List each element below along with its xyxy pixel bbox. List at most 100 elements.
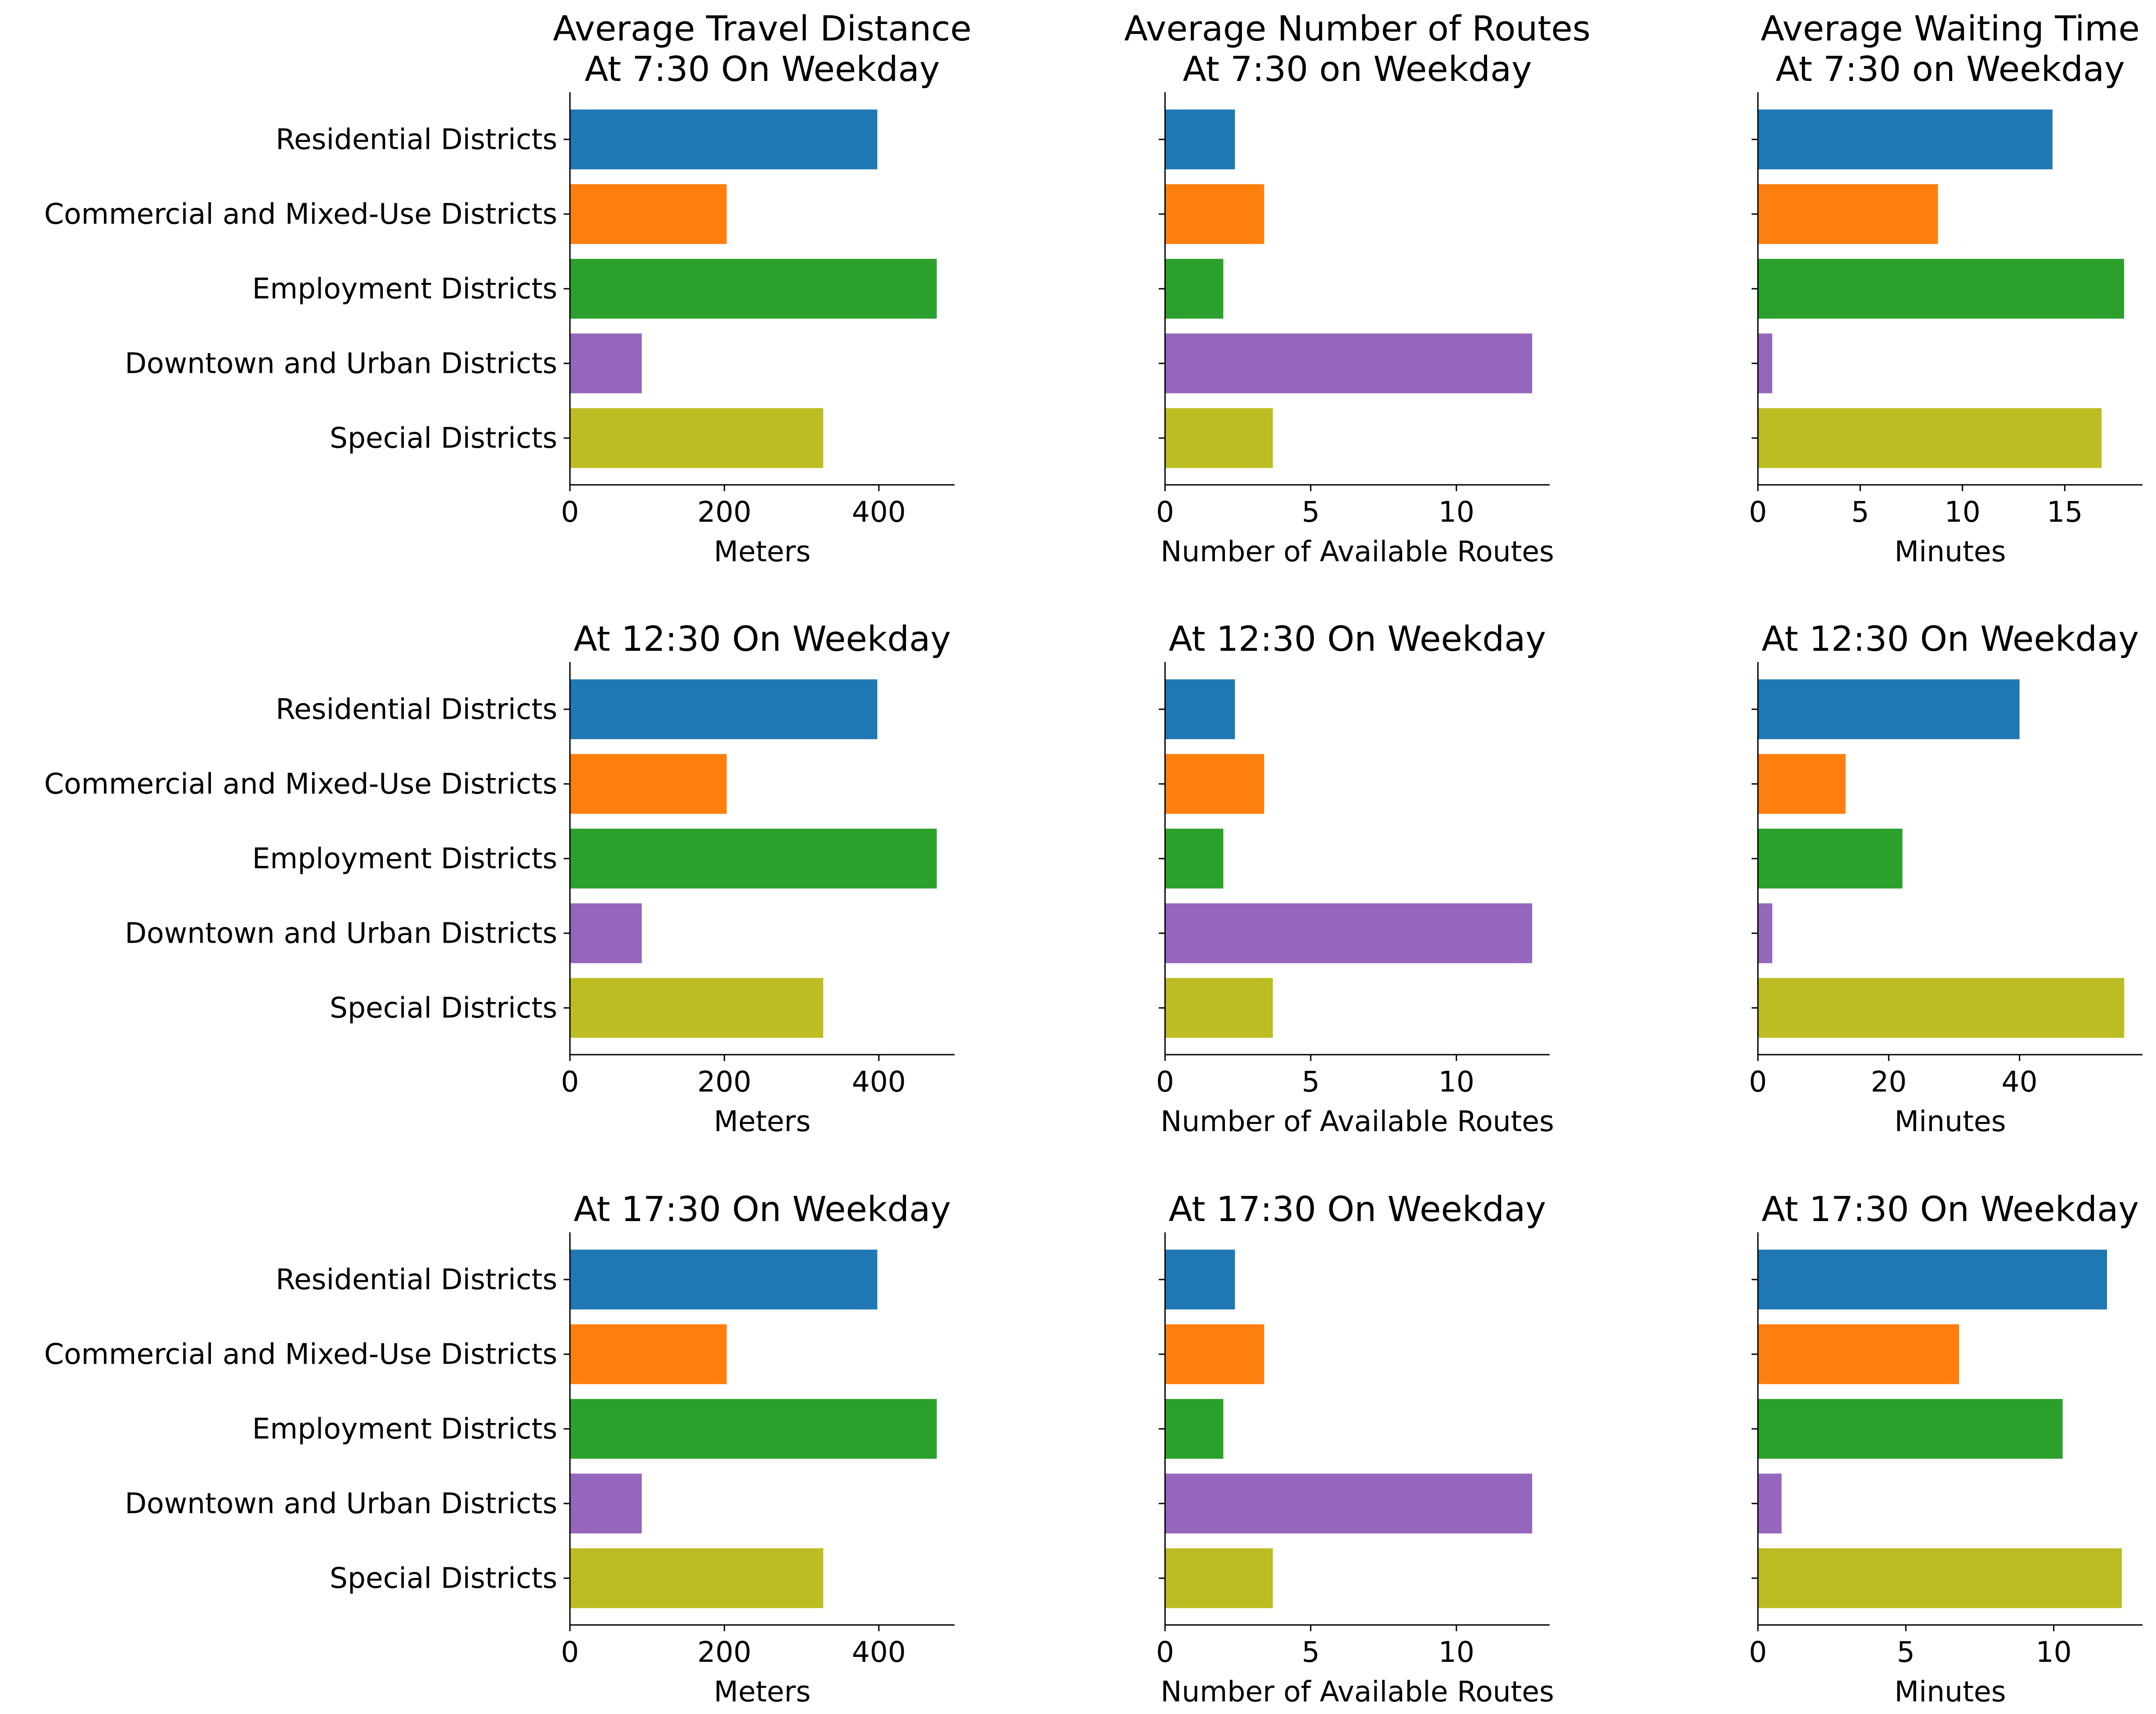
x-tick-label: 0 (561, 496, 579, 528)
chart-title: At 12:30 On Weekday (1762, 619, 2139, 659)
x-axis-label: Meters (714, 535, 811, 568)
x-tick-label: 15 (2047, 496, 2083, 528)
x-tick-label: 200 (697, 496, 751, 528)
x-tick-label: 5 (1302, 1065, 1320, 1098)
x-tick-label: 0 (1156, 496, 1174, 528)
bar (570, 1324, 727, 1384)
bar (1758, 754, 1846, 814)
x-axis-label: Meters (714, 1105, 811, 1138)
x-tick-label: 0 (561, 1065, 579, 1098)
x-tick-label: 0 (1156, 1636, 1174, 1669)
chart-title: At 17:30 On Weekday (1762, 1190, 2139, 1230)
bar (570, 408, 824, 468)
subplot-1-1: Residential Districts Commercial and Mixe… (44, 9, 972, 568)
bar (1165, 1399, 1224, 1459)
x-axis-label: Number of Available Routes (1161, 1105, 1554, 1138)
bar (1758, 333, 1772, 394)
x-axis-label: Number of Available Routes (1161, 535, 1554, 568)
bar (570, 333, 642, 394)
bar (1758, 408, 2102, 468)
chart-title: Average Waiting Time (1761, 9, 2140, 49)
bar (1165, 333, 1533, 394)
bar (1758, 1548, 2122, 1608)
category-label: Employment Districts (252, 273, 557, 305)
bar (570, 259, 937, 319)
x-tick-label: 400 (852, 1065, 906, 1098)
bar (1165, 679, 1235, 739)
bar (1165, 828, 1224, 889)
bar (1758, 1324, 1959, 1384)
category-label: Commercial and Mixed-Use Districts (44, 1338, 557, 1371)
chart-title: Average Travel Distance (553, 9, 972, 49)
bar (1165, 903, 1533, 963)
chart-title: At 7:30 on Weekday (1775, 49, 2125, 90)
bar (1165, 259, 1224, 319)
category-label: Commercial and Mixed-Use Districts (44, 198, 557, 231)
bar (1758, 1473, 1782, 1534)
x-tick-label: 400 (852, 496, 906, 528)
bar (1758, 184, 1938, 244)
bar (570, 1399, 937, 1459)
subplot-2-2: 0 5 10 Number of Available Routes At 12:30 O… (1156, 619, 1554, 1138)
x-tick-label: 0 (1156, 1065, 1174, 1098)
bar (570, 754, 727, 814)
bar (570, 828, 937, 889)
x-axis-label: Meters (714, 1675, 811, 1708)
x-tick-label: 200 (697, 1636, 751, 1669)
subplot-3-3: 0 5 10 Minutes At 17:30 On Weekday (1749, 1190, 2143, 1708)
x-tick-label: 10 (2036, 1636, 2072, 1669)
x-axis-label: Number of Available Routes (1161, 1675, 1554, 1708)
category-label: Special Districts (330, 1562, 557, 1595)
bar (570, 679, 878, 739)
bar (1165, 184, 1264, 244)
chart-title: At 12:30 On Weekday (574, 619, 951, 659)
bar (1165, 1548, 1273, 1608)
bar (570, 903, 642, 963)
subplot-3-2: 0 5 10 Number of Available Routes At 17:30 O… (1156, 1190, 1554, 1708)
chart-title: At 17:30 On Weekday (574, 1190, 951, 1230)
x-tick-label: 10 (1439, 1636, 1475, 1669)
chart-title: At 17:30 On Weekday (1169, 1190, 1546, 1230)
bar (1758, 679, 2020, 739)
x-tick-label: 0 (1749, 1636, 1767, 1669)
x-tick-label: 5 (1302, 1636, 1320, 1669)
category-label: Residential Districts (276, 1263, 557, 1296)
x-tick-label: 400 (852, 1636, 906, 1669)
bar (570, 184, 727, 244)
bar (570, 1473, 642, 1534)
x-tick-label: 20 (1871, 1065, 1907, 1098)
x-tick-label: 200 (697, 1065, 751, 1098)
bar (1165, 109, 1235, 170)
x-axis-label: Minutes (1894, 1105, 2006, 1138)
subplot-2-3: 0 20 40 Minutes At 12:30 On Weekday (1749, 619, 2143, 1138)
x-tick-label: 0 (561, 1636, 579, 1669)
category-label: Special Districts (330, 992, 557, 1025)
bar (1758, 903, 1772, 963)
bar (1165, 754, 1264, 814)
subplot-3-1: Residential Districts Commercial and Mixe… (44, 1190, 955, 1708)
category-label: Special Districts (330, 422, 557, 455)
category-label: Residential Districts (276, 693, 557, 726)
x-tick-label: 5 (1851, 496, 1869, 528)
x-tick-label: 10 (1439, 1065, 1475, 1098)
subplot-2-1: Residential Districts Commercial and Mixe… (44, 619, 955, 1138)
bar (1758, 978, 2125, 1038)
chart-title: At 12:30 On Weekday (1169, 619, 1546, 659)
bar (1165, 978, 1273, 1038)
category-label: Downtown and Urban Districts (125, 347, 557, 380)
bar (1165, 1473, 1533, 1534)
x-axis-label: Minutes (1894, 1675, 2006, 1708)
subplot-1-2: 0 5 10 Number of Available Routes Average Nu… (1124, 9, 1591, 568)
bar (570, 1548, 824, 1608)
bar (1165, 1249, 1235, 1310)
x-tick-label: 5 (1897, 1636, 1915, 1669)
category-label: Downtown and Urban Districts (125, 917, 557, 950)
x-tick-label: 5 (1302, 496, 1320, 528)
chart-title: At 7:30 on Weekday (1183, 49, 1532, 90)
category-label: Employment Districts (252, 842, 557, 875)
category-label: Employment Districts (252, 1413, 557, 1445)
bar (570, 1249, 878, 1310)
bar (1758, 1399, 2063, 1459)
